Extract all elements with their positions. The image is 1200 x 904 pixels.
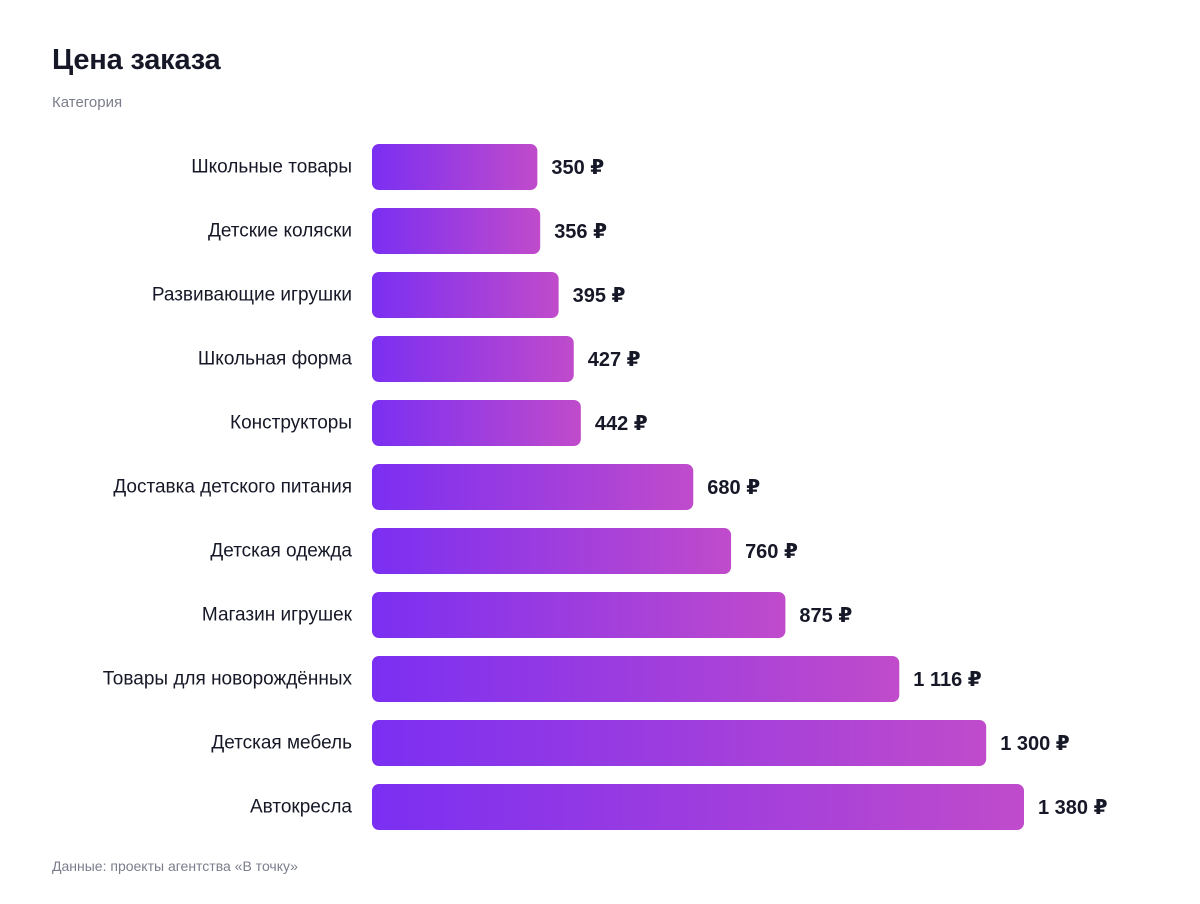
category-label: Школьные товары (191, 157, 352, 178)
value-label: 1 300 ₽ (1000, 733, 1070, 755)
bars-layer: Школьные товары 350 ₽ Детские коляски 356 ₽… (103, 144, 1108, 830)
category-label: Товары для новорождённых (103, 669, 353, 690)
value-label: 427 ₽ (588, 349, 641, 371)
category-label: Детские коляски (208, 221, 352, 242)
category-label: Автокресла (250, 797, 352, 818)
value-label: 1 116 ₽ (913, 669, 982, 691)
bar-row: Автокресла 1 380 ₽ (250, 784, 1108, 830)
category-label: Детская мебель (211, 733, 352, 754)
bar (372, 784, 1024, 830)
bar-row: Конструкторы 442 ₽ (230, 400, 648, 446)
bar (372, 336, 574, 382)
category-label: Детская одежда (210, 541, 352, 562)
category-label: Магазин игрушек (202, 605, 353, 626)
bar (372, 464, 694, 510)
category-label: Развивающие игрушки (152, 285, 352, 306)
value-label: 350 ₽ (551, 157, 604, 179)
bar (372, 400, 581, 446)
bar-row: Товары для новорождённых 1 116 ₽ (103, 656, 982, 702)
bar-row: Детская одежда 760 ₽ (210, 528, 798, 574)
bar (372, 592, 786, 638)
bar (372, 272, 559, 318)
value-label: 760 ₽ (745, 541, 798, 563)
bar-row: Доставка детского питания 680 ₽ (113, 464, 760, 510)
chart-source: Данные: проекты агентства «В точку» (52, 858, 298, 874)
bar-row: Школьные товары 350 ₽ (191, 144, 604, 190)
value-label: 395 ₽ (573, 285, 626, 307)
value-label: 356 ₽ (554, 221, 607, 243)
bar (372, 208, 541, 254)
category-label: Доставка детского питания (113, 477, 352, 498)
value-label: 442 ₽ (595, 413, 648, 435)
category-label: Конструкторы (230, 413, 352, 434)
bar-row: Школьная форма 427 ₽ (198, 336, 641, 382)
bar (372, 656, 900, 702)
bar-row: Развивающие игрушки 395 ₽ (152, 272, 626, 318)
bar (372, 720, 987, 766)
chart-subtitle: Категория (52, 94, 123, 111)
category-label: Школьная форма (198, 349, 353, 370)
bar (372, 144, 538, 190)
bar-row: Детская мебель 1 300 ₽ (211, 720, 1070, 766)
value-label: 1 380 ₽ (1038, 797, 1108, 819)
chart-title: Цена заказа (52, 44, 221, 76)
bar (372, 528, 732, 574)
bar-row: Детские коляски 356 ₽ (208, 208, 607, 254)
bar-row: Магазин игрушек 875 ₽ (202, 592, 852, 638)
value-label: 680 ₽ (707, 477, 760, 499)
value-label: 875 ₽ (799, 605, 852, 627)
